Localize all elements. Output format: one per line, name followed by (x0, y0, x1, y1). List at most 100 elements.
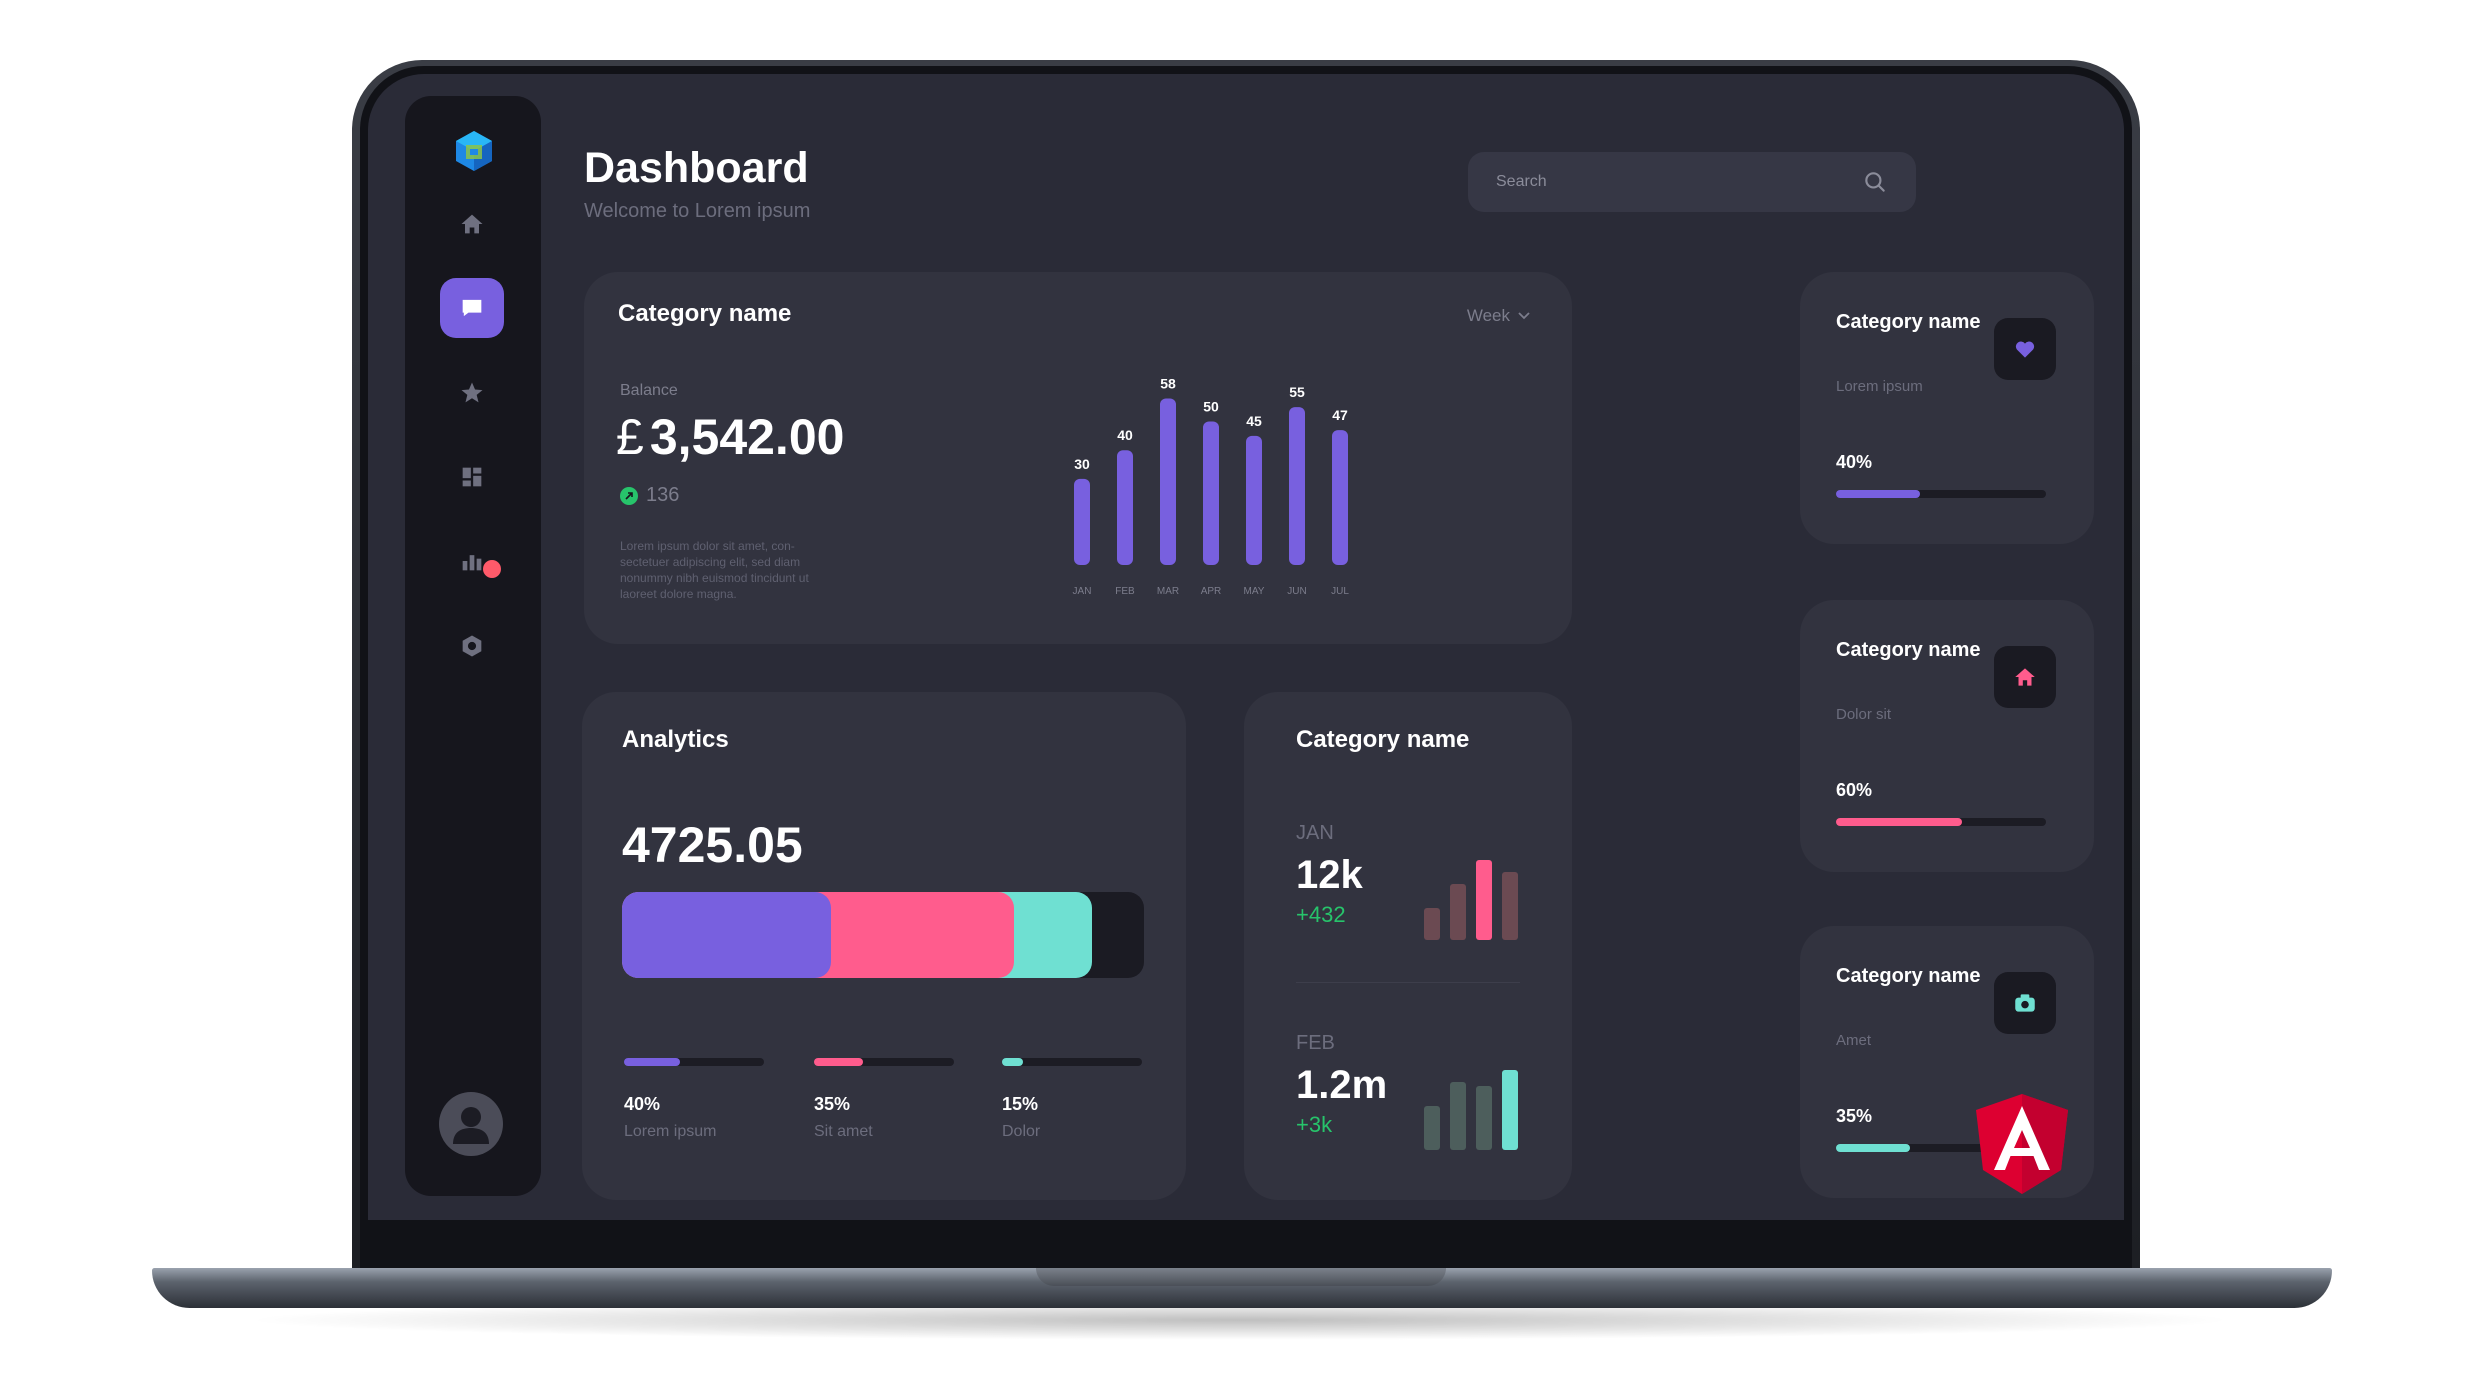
category-card-title: Category name (1836, 639, 1981, 661)
tick-label: JUN (1287, 586, 1306, 597)
balance-bar-chart: 30 JAN 40 FEB 58 MAR 50 APR 45 MAY 55 JUN 47 JUL (1073, 376, 1350, 597)
month-stat: FEB 1.2m +3k (1296, 1032, 1387, 1138)
balance-card: Category name Week Balance £3,542.00 136… (584, 272, 1572, 644)
period-label: Week (1466, 306, 1510, 325)
progress-fill (1836, 490, 1920, 498)
month-delta: +3k (1296, 1112, 1333, 1137)
analytics-card: Analytics 4725.05 40% Lorem ipsum 35% Sit a… (582, 692, 1186, 1200)
category-card[interactable]: Category name Dolor sit 60% (1800, 600, 2094, 872)
sidebar-item-favorites[interactable] (440, 363, 504, 423)
chat-icon (462, 299, 482, 317)
page-subtitle: Welcome to Lorem ipsum (584, 200, 811, 222)
mini-bar-chart (1424, 860, 1518, 940)
tick-label: MAY (1244, 586, 1265, 597)
progress-fill (1836, 1144, 1910, 1152)
balance-amount: 3,542.00 (649, 409, 845, 465)
sidebar-item-chat[interactable] (440, 278, 504, 338)
category-icon-button[interactable] (1994, 318, 2056, 380)
avatar[interactable] (439, 1092, 503, 1156)
app-logo-icon[interactable] (452, 129, 496, 173)
divider (1296, 982, 1520, 983)
period-select[interactable]: Week (1467, 306, 1530, 326)
arrow-up-icon (620, 486, 638, 505)
month-label: FEB (1296, 1032, 1335, 1054)
tick-label: APR (1201, 586, 1222, 597)
category-card-title: Category name (1836, 311, 1981, 333)
legend-percent: 35% (814, 1094, 851, 1114)
legend-fill (814, 1058, 863, 1066)
mini-bar (1476, 1086, 1492, 1150)
sidebar-item-settings[interactable] (440, 616, 504, 676)
legend-label: Dolor (1002, 1123, 1041, 1140)
hexagon-icon (462, 635, 482, 657)
tick-label: FEB (1115, 586, 1135, 597)
mini-bar (1450, 884, 1466, 940)
category-card-title: Category name (1836, 965, 1981, 987)
monthly-title: Category name (1296, 726, 1470, 753)
search-icon[interactable] (1862, 169, 1888, 195)
sidebar-item-dashboard[interactable] (440, 447, 504, 507)
angular-logo-icon (1976, 1094, 2068, 1194)
mini-bar (1450, 1082, 1466, 1150)
legend-item: 40% Lorem ipsum (624, 1058, 764, 1141)
mini-bar (1502, 872, 1518, 940)
chart-bar (1289, 407, 1305, 565)
card-title: Category name (618, 300, 792, 327)
camera-icon (2015, 994, 2035, 1012)
bar-chart-icon (462, 555, 482, 571)
mini-bar (1424, 1106, 1440, 1150)
legend-fill (624, 1058, 680, 1066)
data-label: 30 (1074, 456, 1090, 472)
home-icon (461, 214, 483, 234)
month-value: 1.2m (1296, 1063, 1388, 1107)
progress-percent: 35% (1836, 1106, 1873, 1126)
progress-track (1836, 818, 2046, 826)
legend-percent: 40% (624, 1094, 661, 1114)
sidebar-item-home[interactable] (440, 194, 504, 254)
legend-track (624, 1058, 764, 1066)
legend-track (1002, 1058, 1142, 1066)
progress-percent: 60% (1836, 780, 1873, 800)
search-input[interactable] (1496, 173, 1862, 191)
legend-fill (1002, 1058, 1023, 1066)
legend-label: Lorem ipsum (624, 1123, 717, 1140)
progress-track (1836, 490, 2046, 498)
chevron-down-icon (1518, 312, 1530, 320)
data-label: 40 (1117, 427, 1133, 443)
analytics-value: 4725.05 (622, 817, 803, 873)
stacked-segment (622, 892, 831, 978)
sidebar-item-reports[interactable] (440, 531, 504, 591)
balance-value: £3,542.00 (616, 408, 844, 466)
chart-bar (1160, 398, 1176, 565)
category-icon-button[interactable] (1994, 646, 2056, 708)
legend-item: 15% Dolor (1002, 1058, 1142, 1141)
search-bar[interactable] (1468, 152, 1916, 212)
progress-fill (1836, 818, 1962, 826)
heart-icon (2015, 341, 2035, 358)
mini-bar (1502, 1070, 1518, 1150)
tick-label: JAN (1073, 586, 1092, 597)
home-icon (2015, 668, 2035, 686)
month-delta: +432 (1296, 902, 1346, 927)
mini-bar (1424, 908, 1440, 940)
tick-label: MAR (1157, 586, 1179, 597)
data-label: 58 (1160, 376, 1176, 392)
data-label: 47 (1332, 407, 1348, 423)
month-label: JAN (1296, 822, 1334, 844)
data-label: 55 (1289, 384, 1305, 400)
legend-percent: 15% (1002, 1094, 1039, 1114)
star-icon (461, 382, 483, 403)
category-icon-button[interactable] (1994, 972, 2056, 1034)
chart-bar (1246, 435, 1262, 565)
tick-label: JUL (1331, 586, 1349, 597)
chart-bar (1332, 430, 1348, 565)
mini-bar-chart (1424, 1070, 1518, 1150)
balance-description: Lorem ipsum dolor sit amet, con- sectetu… (620, 539, 809, 601)
legend-track (814, 1058, 954, 1066)
category-card-subtitle: Lorem ipsum (1836, 378, 1923, 395)
analytics-title: Analytics (622, 726, 729, 753)
legend-item: 35% Sit amet (814, 1058, 954, 1141)
sidebar (405, 96, 541, 1196)
category-card[interactable]: Category name Lorem ipsum 40% (1800, 272, 2094, 544)
